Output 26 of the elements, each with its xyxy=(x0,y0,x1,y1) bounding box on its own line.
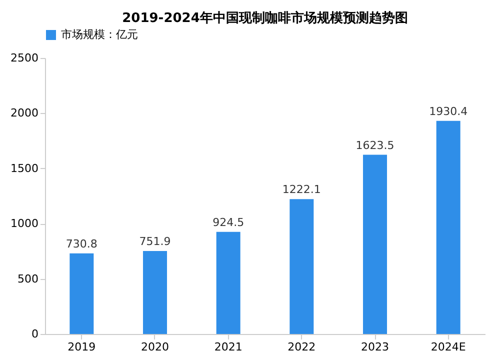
data-label: 751.9 xyxy=(139,234,171,248)
x-tick-label: 2024E xyxy=(430,340,466,354)
chart-title: 2019-2024年中国现制咖啡市场规模预测趋势图 xyxy=(122,10,408,26)
y-tick-label: 2000 xyxy=(10,106,38,120)
bar xyxy=(143,250,167,334)
x-tick-label: 2022 xyxy=(288,340,316,354)
y-tick-label: 1000 xyxy=(10,217,38,230)
bar xyxy=(216,232,240,334)
x-tick-label: 2021 xyxy=(214,340,242,354)
bar xyxy=(363,154,387,334)
bar xyxy=(290,199,314,334)
x-tick-label: 2023 xyxy=(361,340,389,354)
data-label: 730.8 xyxy=(66,237,98,250)
x-tick-label: 2019 xyxy=(68,340,96,354)
y-tick-label: 2500 xyxy=(10,52,38,64)
legend-label: 市场规模：亿元 xyxy=(61,28,138,41)
bar xyxy=(436,120,460,334)
data-label: 924.5 xyxy=(212,216,244,229)
y-tick-label: 0 xyxy=(32,328,38,340)
y-tick-label: 1500 xyxy=(10,162,38,175)
data-label: 1930.4 xyxy=(429,104,468,118)
bar xyxy=(70,253,94,334)
y-tick-label: 500 xyxy=(18,272,38,286)
data-label: 1222.1 xyxy=(282,183,321,196)
data-label: 1623.5 xyxy=(356,138,394,152)
x-tick-label: 2020 xyxy=(141,340,169,354)
